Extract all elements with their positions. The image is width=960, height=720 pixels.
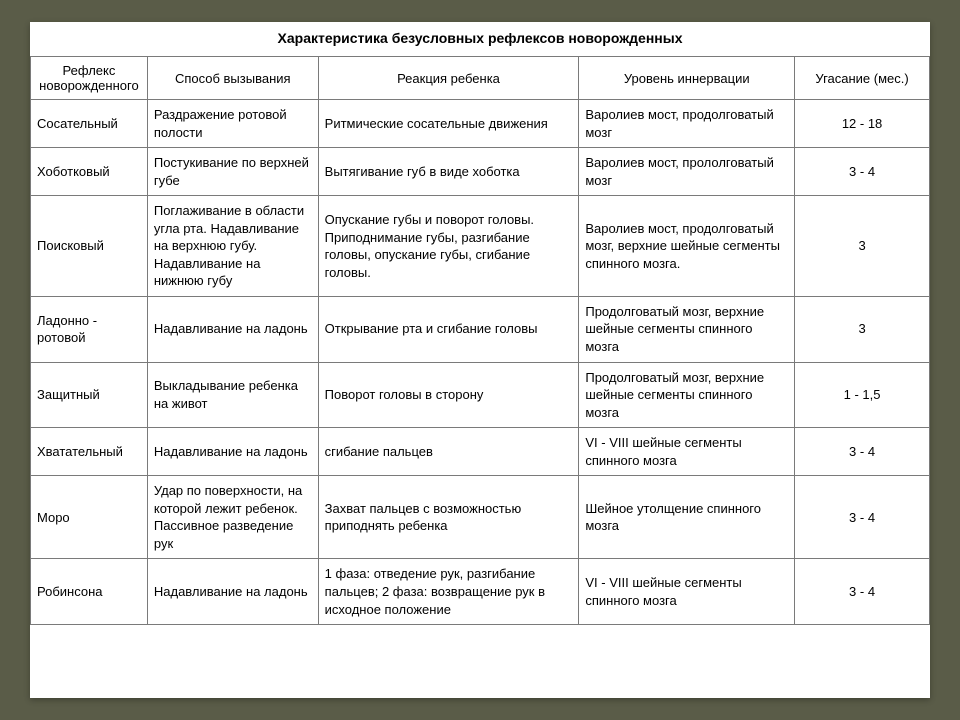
cell-method: Надавливание на ладонь bbox=[147, 428, 318, 476]
column-header: Реакция ребенка bbox=[318, 57, 579, 100]
cell-fade: 3 - 4 bbox=[795, 148, 930, 196]
table-row: МороУдар по поверхности, на которой лежи… bbox=[31, 476, 930, 559]
cell-reaction: сгибание пальцев bbox=[318, 428, 579, 476]
cell-fade: 3 - 4 bbox=[795, 476, 930, 559]
table-row: РобинсонаНадавливание на ладонь1 фаза: о… bbox=[31, 559, 930, 625]
table-title: Характеристика безусловных рефлексов нов… bbox=[31, 22, 930, 57]
table-row: Ладонно - ротовойНадавливание на ладоньО… bbox=[31, 296, 930, 362]
cell-reflex: Хватательный bbox=[31, 428, 148, 476]
column-header: Рефлекс новорожденного bbox=[31, 57, 148, 100]
cell-method: Удар по поверхности, на которой лежит ре… bbox=[147, 476, 318, 559]
table-row: ПоисковыйПоглаживание в области угла рта… bbox=[31, 196, 930, 297]
cell-level: VI - VIII шейные сегменты спинного мозга bbox=[579, 428, 795, 476]
document-sheet: Характеристика безусловных рефлексов нов… bbox=[30, 22, 930, 698]
table-row: ХватательныйНадавливание на ладоньсгибан… bbox=[31, 428, 930, 476]
column-header: Угасание (мес.) bbox=[795, 57, 930, 100]
cell-method: Надавливание на ладонь bbox=[147, 296, 318, 362]
cell-reaction: Поворот головы в сторону bbox=[318, 362, 579, 428]
cell-fade: 3 bbox=[795, 296, 930, 362]
cell-reflex: Сосательный bbox=[31, 100, 148, 148]
cell-fade: 1 - 1,5 bbox=[795, 362, 930, 428]
cell-level: VI - VIII шейные сегменты спинного мозга bbox=[579, 559, 795, 625]
table-header-row: Рефлекс новорожденногоСпособ вызыванияРе… bbox=[31, 57, 930, 100]
column-header: Уровень иннервации bbox=[579, 57, 795, 100]
cell-level: Продолговатый мозг, верхние шейные сегме… bbox=[579, 296, 795, 362]
table-row: ХоботковыйПостукивание по верхней губеВы… bbox=[31, 148, 930, 196]
cell-level: Варолиев мост, прололговатый мозг bbox=[579, 148, 795, 196]
cell-reflex: Защитный bbox=[31, 362, 148, 428]
cell-reaction: Опускание губы и поворот головы. Приподн… bbox=[318, 196, 579, 297]
cell-reaction: 1 фаза: отведение рук, разгибание пальце… bbox=[318, 559, 579, 625]
cell-method: Надавливание на ладонь bbox=[147, 559, 318, 625]
cell-fade: 3 bbox=[795, 196, 930, 297]
cell-reflex: Робинсона bbox=[31, 559, 148, 625]
cell-reaction: Ритмические сосательные движения bbox=[318, 100, 579, 148]
cell-reflex: Хоботковый bbox=[31, 148, 148, 196]
cell-reaction: Открывание рта и сгибание головы bbox=[318, 296, 579, 362]
cell-level: Шейное утолщение спинного мозга bbox=[579, 476, 795, 559]
cell-fade: 3 - 4 bbox=[795, 559, 930, 625]
cell-reflex: Моро bbox=[31, 476, 148, 559]
cell-fade: 12 - 18 bbox=[795, 100, 930, 148]
table-row: СосательныйРаздражение ротовой полостиРи… bbox=[31, 100, 930, 148]
cell-level: Варолиев мост, продолговатый мозг bbox=[579, 100, 795, 148]
cell-level: Варолиев мост, продолговатый мозг, верхн… bbox=[579, 196, 795, 297]
table-row: ЗащитныйВыкладывание ребенка на животПов… bbox=[31, 362, 930, 428]
cell-method: Поглаживание в области угла рта. Надавли… bbox=[147, 196, 318, 297]
cell-reaction: Захват пальцев с возможностью приподнять… bbox=[318, 476, 579, 559]
cell-reflex: Ладонно - ротовой bbox=[31, 296, 148, 362]
cell-method: Постукивание по верхней губе bbox=[147, 148, 318, 196]
cell-reflex: Поисковый bbox=[31, 196, 148, 297]
cell-level: Продолговатый мозг, верхние шейные сегме… bbox=[579, 362, 795, 428]
cell-fade: 3 - 4 bbox=[795, 428, 930, 476]
cell-method: Выкладывание ребенка на живот bbox=[147, 362, 318, 428]
cell-reaction: Вытягивание губ в виде хоботка bbox=[318, 148, 579, 196]
reflex-table: Характеристика безусловных рефлексов нов… bbox=[30, 22, 930, 625]
cell-method: Раздражение ротовой полости bbox=[147, 100, 318, 148]
column-header: Способ вызывания bbox=[147, 57, 318, 100]
